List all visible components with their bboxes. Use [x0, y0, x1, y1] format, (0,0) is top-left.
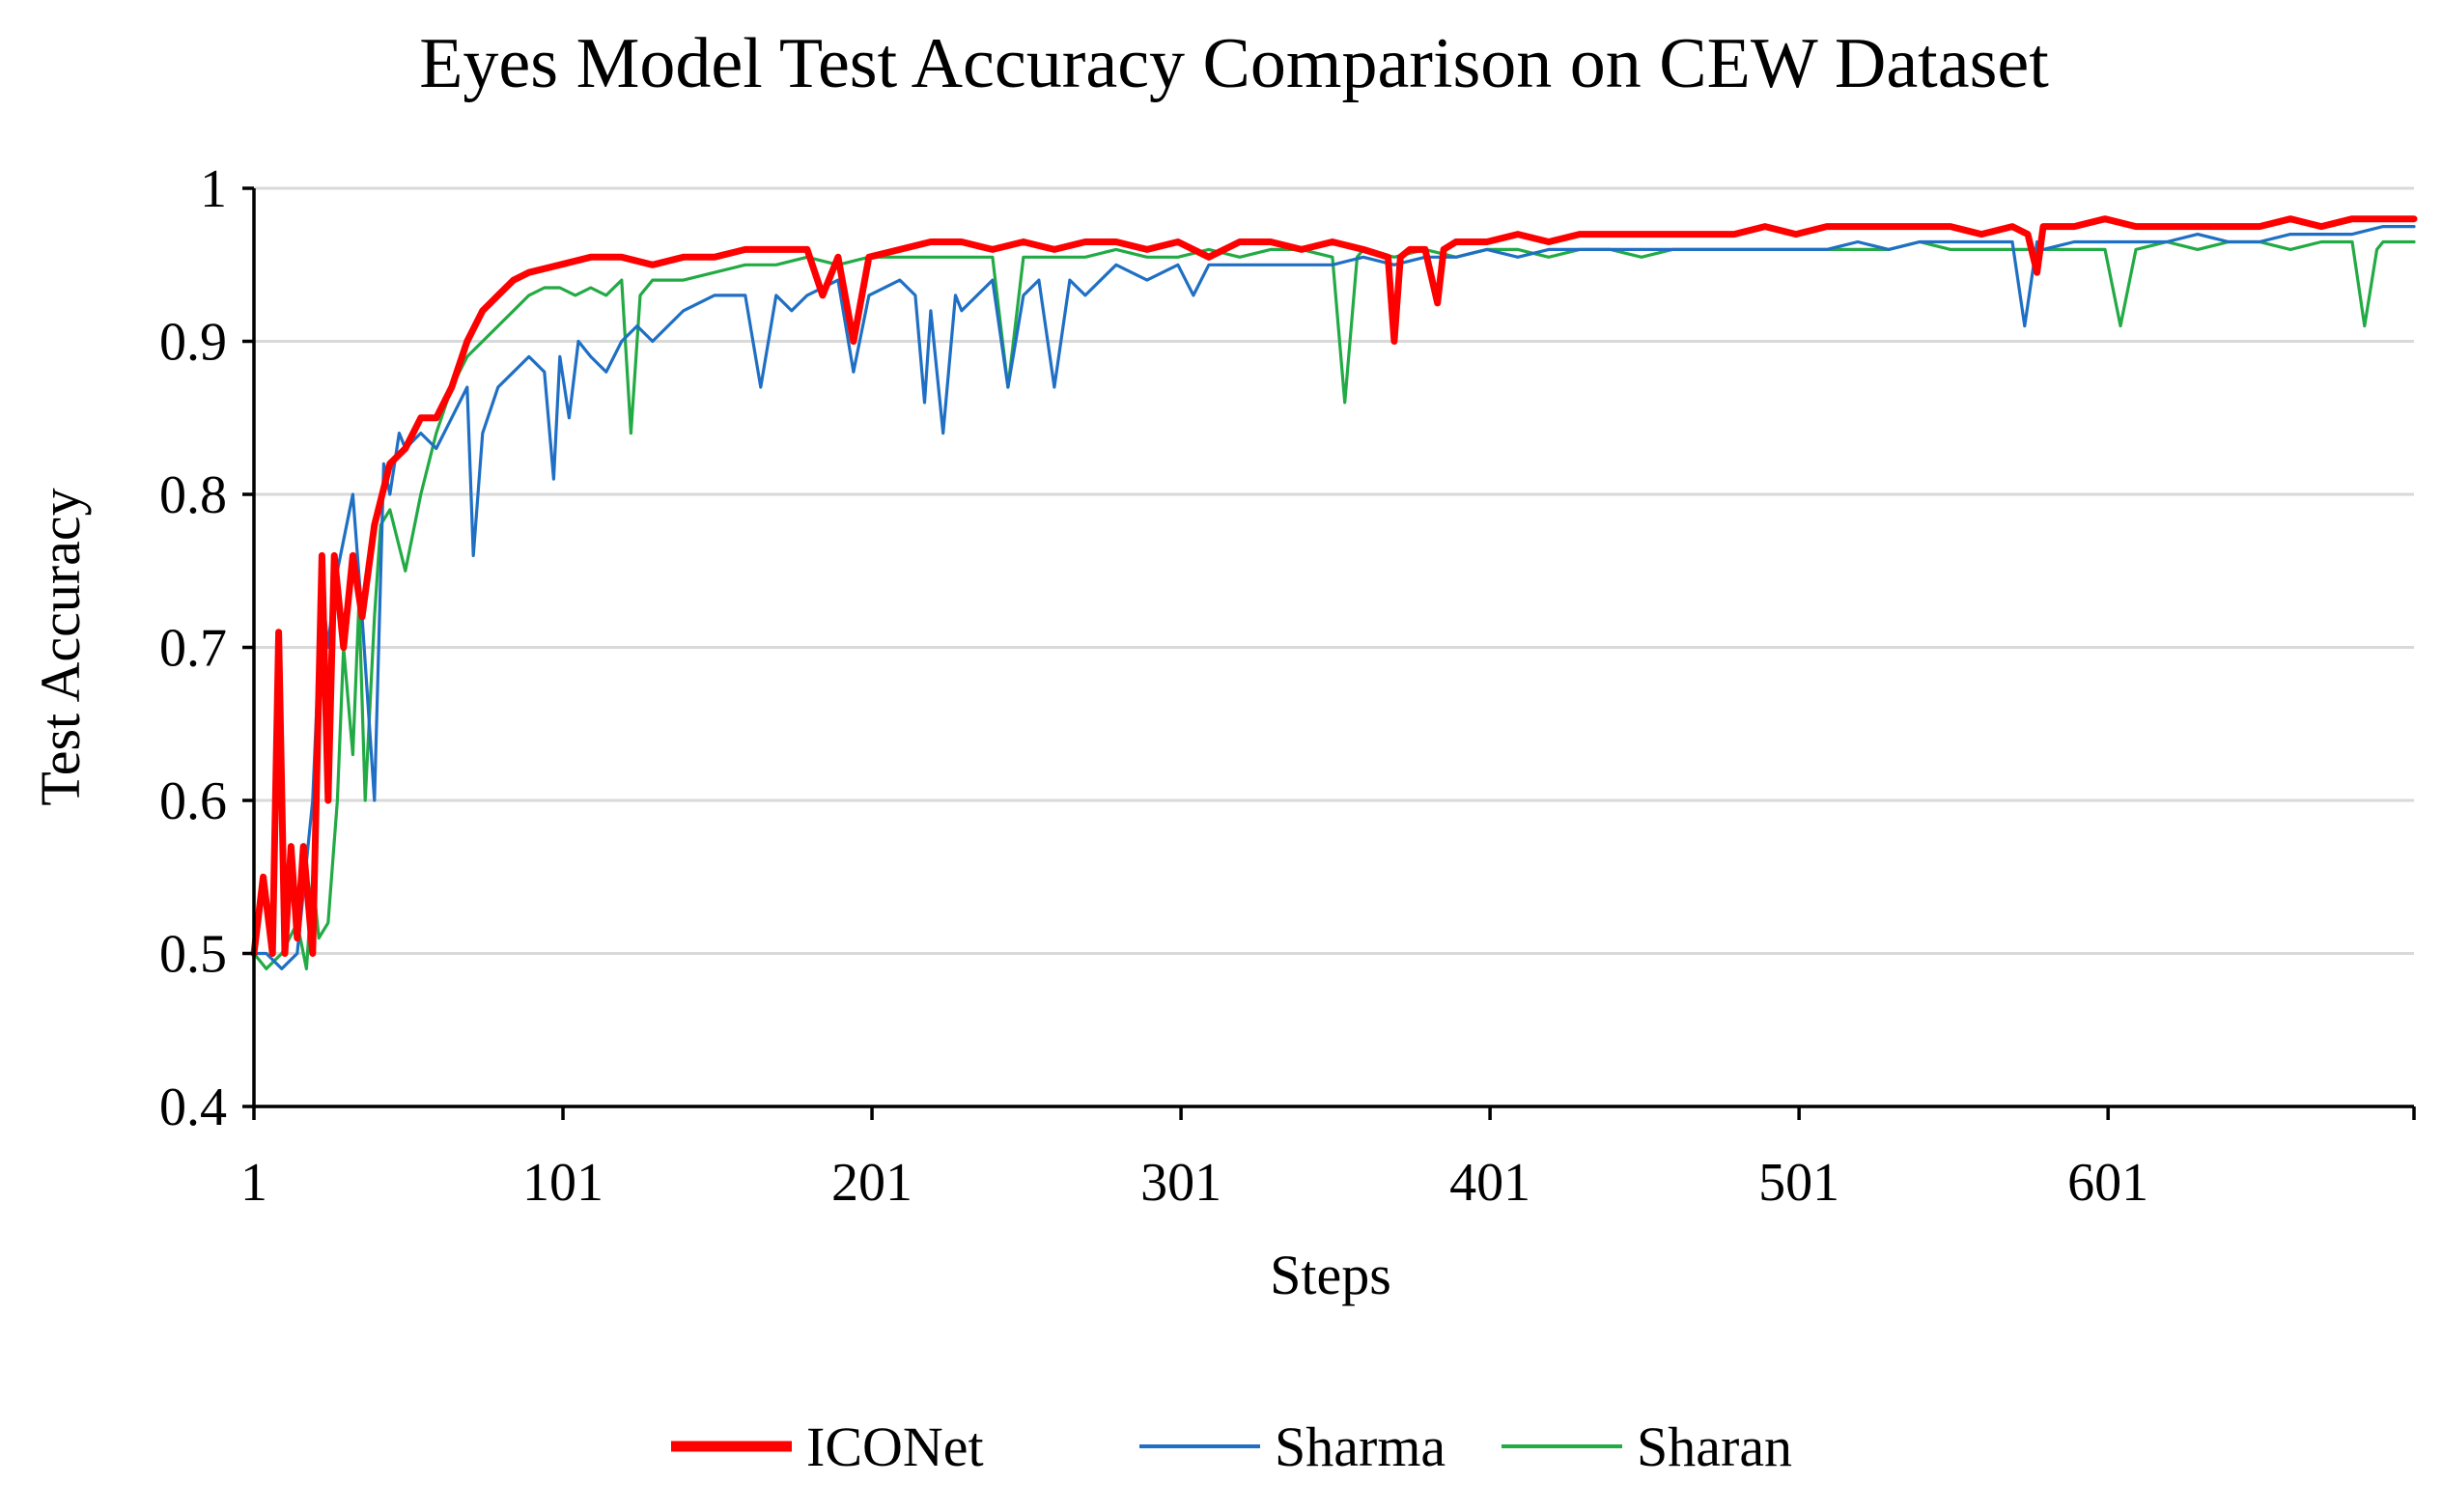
y-tick-label: 1	[200, 159, 227, 219]
y-tick-label: 0.5	[159, 925, 227, 985]
x-tick-label: 501	[1758, 1153, 1839, 1213]
x-tick-label: 1	[240, 1153, 267, 1213]
y-axis-label: Test Accuracy	[29, 488, 92, 805]
y-tick-label: 0.4	[159, 1078, 227, 1137]
x-tick-label: 401	[1449, 1153, 1530, 1213]
x-tick-labels: 1 101 201 301 401 501 601	[240, 1153, 2148, 1213]
axes	[242, 186, 2416, 1120]
y-tick-label: 0.7	[159, 619, 227, 679]
gridlines	[254, 186, 2414, 955]
x-tick-label: 101	[522, 1153, 603, 1213]
x-tick-label: 301	[1140, 1153, 1221, 1213]
legend: ICONet Sharma Sharan	[671, 1415, 1792, 1478]
legend-item-sharma: Sharma	[1139, 1415, 1446, 1478]
x-tick-label: 601	[2067, 1153, 2148, 1213]
legend-label: ICONet	[806, 1415, 984, 1478]
chart-title: Eyes Model Test Accuracy Comparison on C…	[419, 24, 2049, 103]
legend-label: Sharan	[1637, 1415, 1792, 1478]
y-tick-label: 0.8	[159, 465, 227, 525]
legend-label: Sharma	[1275, 1415, 1446, 1478]
y-tick-labels: 0.4 0.5 0.6 0.7 0.8 0.9 1	[159, 159, 227, 1137]
x-tick-label: 201	[831, 1153, 912, 1213]
legend-item-iconet: ICONet	[671, 1415, 984, 1478]
y-tick-label: 0.6	[159, 771, 227, 831]
series-line-iconet	[250, 215, 2418, 957]
y-tick-label: 0.9	[159, 313, 227, 373]
series-lines	[250, 215, 2418, 971]
series-line-sharma	[252, 225, 2416, 971]
x-axis-label: Steps	[1270, 1244, 1391, 1306]
legend-item-sharan: Sharan	[1502, 1415, 1792, 1478]
